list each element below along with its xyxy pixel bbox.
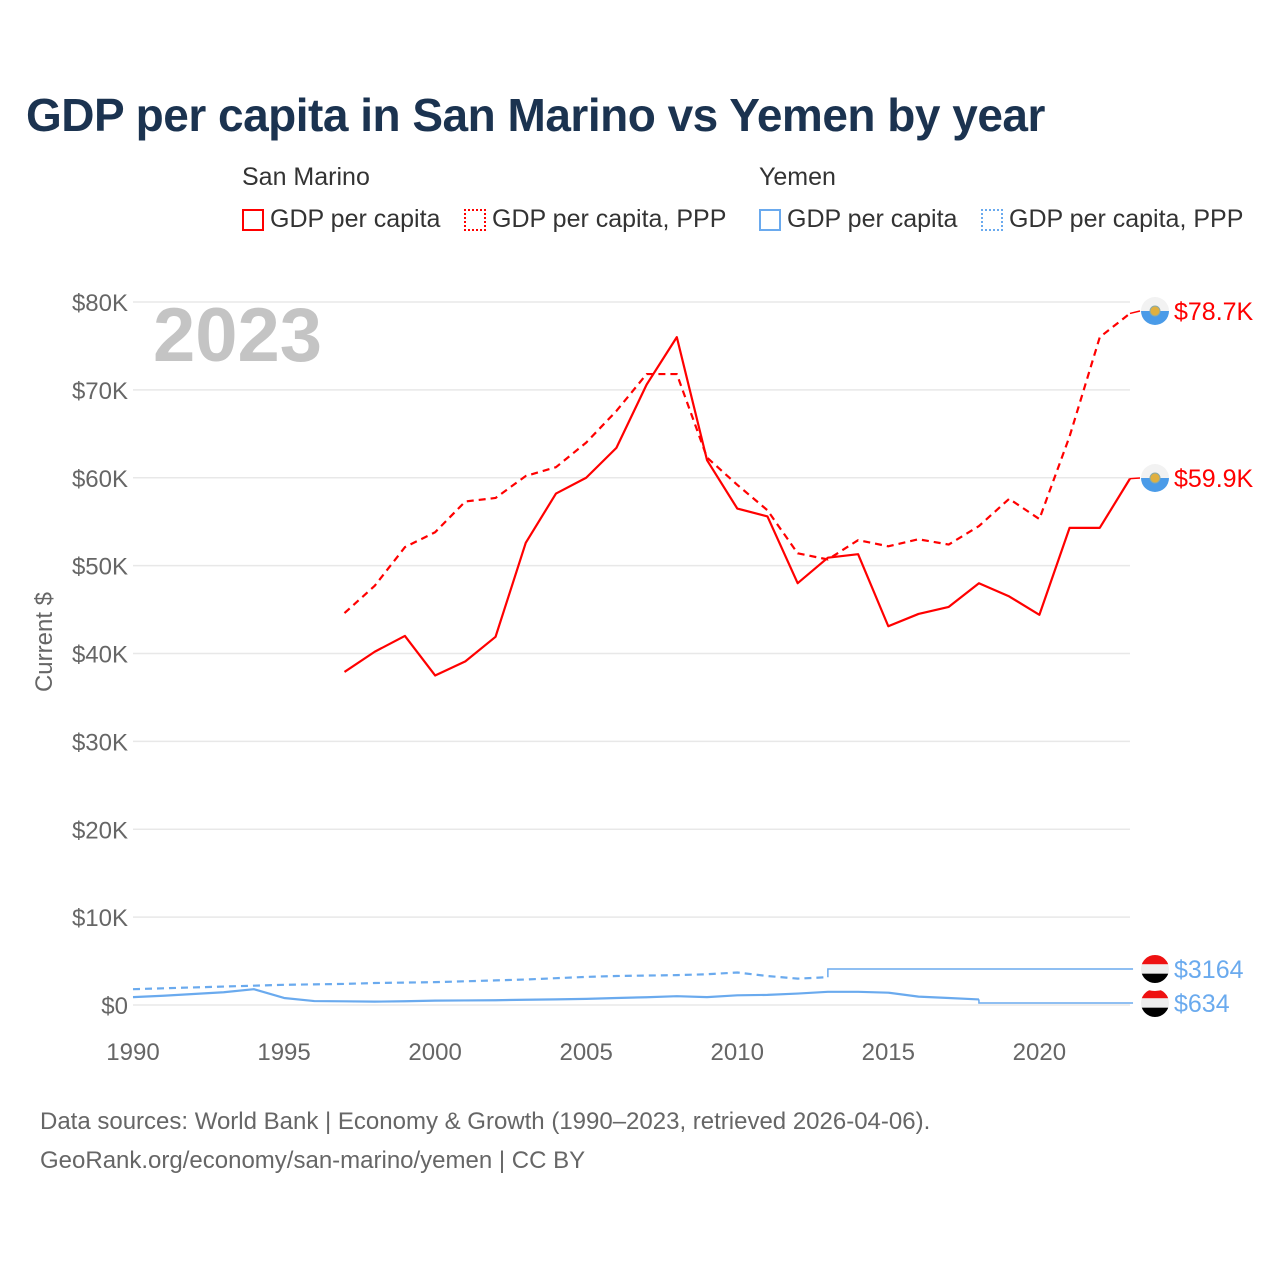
series-line-0	[343, 336, 1131, 677]
legend-label: GDP per capita	[270, 205, 441, 233]
yemen-flag-icon	[1141, 998, 1169, 1008]
legend-item-ye-gdp[interactable]: GDP per capita	[759, 205, 957, 234]
connector-line	[978, 999, 1140, 1004]
flag-mask	[1133, 947, 1177, 991]
legend-group-yemen: Yemen	[759, 163, 836, 191]
end-value-label: $59.9K	[1174, 465, 1254, 493]
end-value-label: $3164	[1174, 956, 1244, 984]
y-tick-label: $0	[101, 993, 128, 1020]
san-marino-flag-icon	[1141, 311, 1169, 325]
y-tick-label: $80K	[72, 290, 128, 317]
end-value-label: $634	[1174, 990, 1230, 1018]
legend-label: GDP per capita, PPP	[492, 205, 727, 233]
san-marino-flag-icon	[1141, 464, 1169, 478]
source-text: Data sources: World Bank | Economy & Gro…	[40, 1108, 931, 1135]
y-tick-label: $10K	[72, 905, 128, 932]
end-value-label: $78.7K	[1174, 298, 1254, 326]
legend-swatch-dotted-red	[464, 208, 486, 231]
y-tick-label: $20K	[72, 817, 128, 844]
yemen-flag-icon	[1141, 955, 1169, 965]
series-line-2	[132, 988, 979, 1003]
yemen-flag-icon	[1141, 989, 1169, 999]
y-tick-label: $70K	[72, 378, 128, 405]
legend-item-ye-ppp[interactable]: GDP per capita, PPP	[981, 205, 1243, 234]
legend-swatch-dotted-blue	[981, 208, 1003, 231]
legend-swatch-solid-red	[242, 208, 264, 231]
x-tick-label: 2020	[1013, 1039, 1066, 1066]
year-watermark: 2023	[153, 293, 323, 378]
yemen-flag-icon	[1141, 973, 1169, 983]
legend-item-sm-ppp[interactable]: GDP per capita, PPP	[464, 205, 726, 234]
x-tick-label: 2005	[559, 1039, 612, 1066]
x-tick-label: 1995	[257, 1039, 310, 1066]
y-tick-label: $60K	[72, 466, 128, 493]
san-marino-flag-icon	[1141, 478, 1169, 492]
yemen-flag-icon	[1141, 964, 1169, 974]
source-link[interactable]: GeoRank.org/economy/san-marino/yemen | C…	[40, 1147, 586, 1174]
y-tick-label: $50K	[72, 554, 128, 581]
legend-label: GDP per capita	[787, 205, 958, 233]
chart-title: GDP per capita in San Marino vs Yemen by…	[26, 89, 1045, 141]
x-tick-label: 1990	[106, 1039, 159, 1066]
x-tick-label: 2015	[862, 1039, 915, 1066]
yemen-flag-icon	[1141, 1007, 1169, 1017]
y-tick-label: $40K	[72, 642, 128, 669]
y-tick-label: $30K	[72, 729, 128, 756]
legend-swatch-solid-blue	[759, 208, 781, 231]
y-axis-label: Current $	[31, 591, 58, 693]
connector-line	[1129, 477, 1141, 480]
legend-group-san-marino: San Marino	[242, 163, 370, 191]
connector-line	[827, 968, 1140, 978]
san-marino-flag-icon	[1141, 297, 1169, 311]
san-marino-emblem-icon	[1149, 305, 1161, 317]
legend-item-sm-gdp[interactable]: GDP per capita	[242, 205, 440, 234]
legend-label: GDP per capita, PPP	[1009, 205, 1244, 233]
series-line-3	[132, 971, 828, 991]
san-marino-emblem-icon	[1149, 472, 1161, 484]
series-line-1	[343, 312, 1131, 614]
chart-plot: $0 $10K $20K $30K $40K $50K $60K $70K $80K 1990 19…	[72, 290, 1254, 1066]
x-tick-label: 2010	[711, 1039, 764, 1066]
x-tick-label: 2000	[408, 1039, 461, 1066]
connector-line	[1129, 310, 1141, 315]
